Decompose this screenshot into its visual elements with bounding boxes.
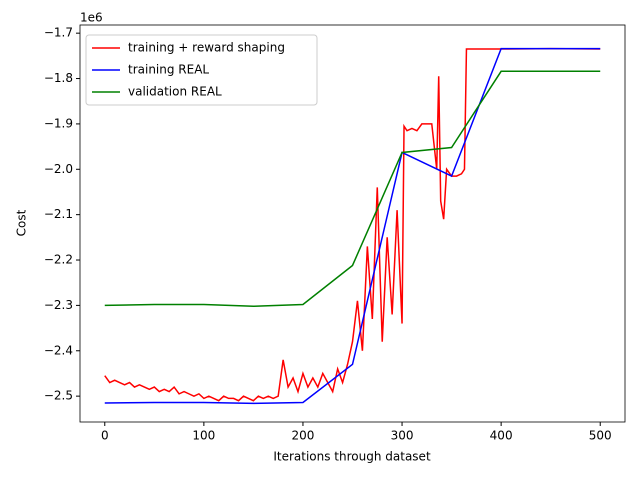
y-tick-label: −2.2 — [44, 253, 73, 267]
x-tick-label: 100 — [192, 429, 215, 443]
legend-label: validation REAL — [128, 85, 222, 99]
y-offset-label: 1e6 — [80, 11, 103, 25]
x-tick-label: 200 — [292, 429, 315, 443]
plot-frame — [79, 24, 626, 423]
legend-label: training + reward shaping — [128, 41, 285, 55]
y-tick-label: −2.3 — [44, 298, 73, 312]
y-tick-label: −2.4 — [44, 343, 73, 357]
legend-label: training REAL — [128, 63, 209, 77]
series-line — [104, 70, 601, 308]
y-tick-label: −1.8 — [44, 71, 73, 85]
y-tick-label: −2.5 — [44, 389, 73, 403]
series-line — [104, 47, 601, 405]
x-tick-label: 500 — [589, 429, 612, 443]
series-line — [104, 47, 601, 402]
y-tick-label: −1.9 — [44, 116, 73, 130]
x-tick-label: 400 — [490, 429, 513, 443]
x-tick-label: 0 — [101, 429, 109, 443]
x-tick-label: 300 — [391, 429, 414, 443]
y-tick-label: −2.0 — [44, 162, 73, 176]
x-axis-label: Iterations through dataset — [273, 450, 431, 464]
y-tick-label: −1.7 — [44, 26, 73, 40]
y-axis-label: Cost — [15, 209, 29, 236]
legend-box — [85, 34, 318, 106]
y-tick-label: −2.1 — [44, 207, 73, 221]
